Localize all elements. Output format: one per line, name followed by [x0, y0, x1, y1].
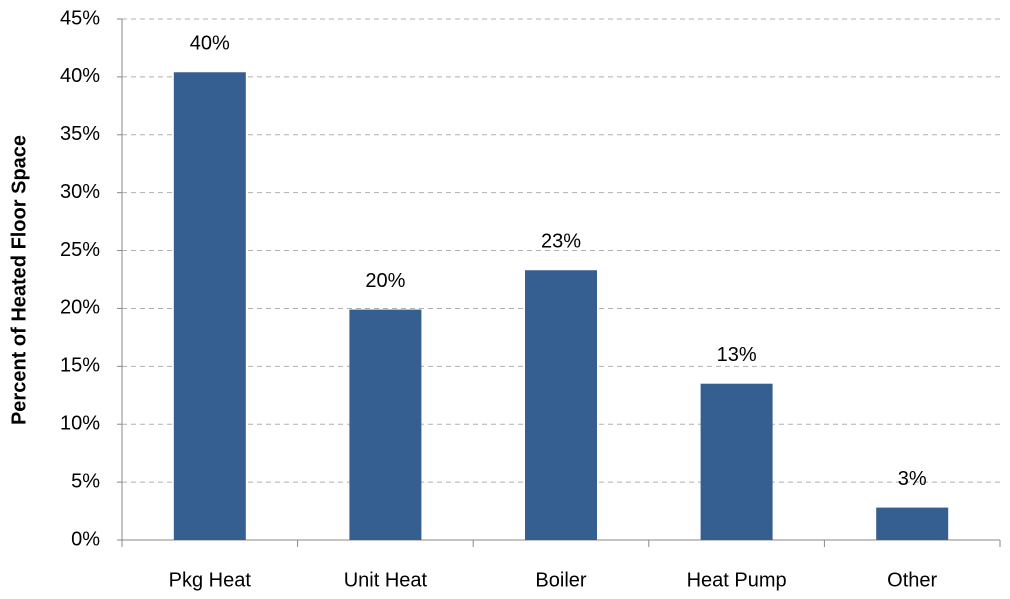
y-tick-label: 5%	[71, 470, 100, 492]
bar	[349, 309, 422, 540]
x-tick-label: Other	[887, 569, 937, 591]
x-tick-label: Pkg Heat	[169, 569, 252, 591]
x-tick-label: Heat Pump	[687, 569, 787, 591]
y-tick-label: 35%	[60, 123, 100, 145]
value-label: 20%	[365, 270, 405, 292]
x-tick-label: Unit Heat	[344, 569, 428, 591]
y-tick-label: 10%	[60, 413, 100, 435]
y-tick-label: 20%	[60, 297, 100, 319]
y-axis-label: Percent of Heated Floor Space	[8, 135, 30, 425]
value-label: 13%	[717, 344, 757, 366]
bar	[525, 270, 597, 540]
x-tick-label: Boiler	[535, 569, 586, 591]
bar	[876, 507, 949, 540]
y-tick-label: 45%	[60, 7, 100, 29]
y-tick-label: 25%	[60, 239, 100, 261]
value-label: 23%	[541, 231, 581, 253]
bar	[700, 383, 773, 540]
y-tick-label: 30%	[60, 181, 100, 203]
y-tick-label: 15%	[60, 355, 100, 377]
y-tick-label: 40%	[60, 65, 100, 87]
value-label: 40%	[190, 33, 230, 55]
value-label: 3%	[898, 468, 927, 490]
y-tick-label: 0%	[71, 528, 100, 550]
bar	[173, 72, 246, 540]
